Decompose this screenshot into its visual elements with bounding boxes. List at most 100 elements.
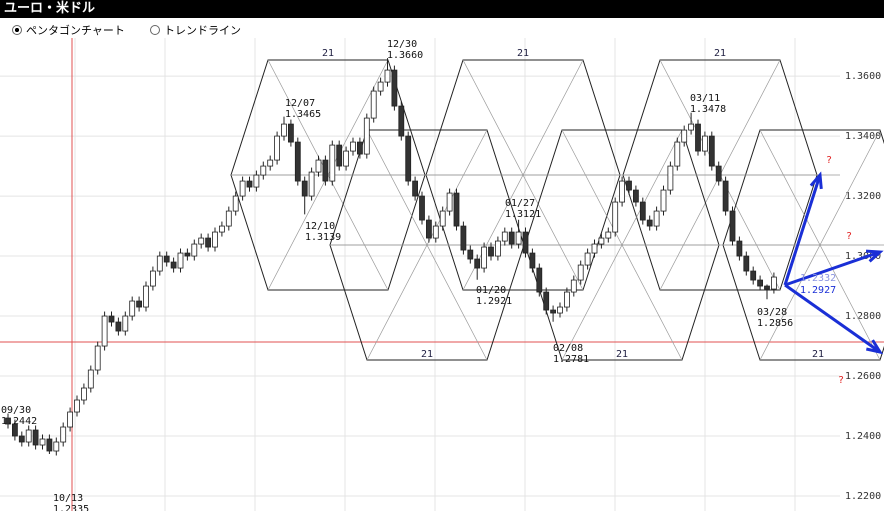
candle-body bbox=[136, 300, 143, 308]
window-title: ユーロ・米ドル bbox=[0, 0, 884, 18]
candle-body bbox=[398, 105, 405, 137]
candle-body bbox=[46, 438, 53, 452]
y-tick-label: 1.2600 bbox=[845, 371, 881, 382]
candle-body bbox=[343, 150, 350, 167]
candle-body bbox=[60, 426, 67, 443]
arrow-head bbox=[865, 249, 884, 263]
candle-body bbox=[239, 180, 246, 197]
annotation-date: 03/28 bbox=[757, 307, 787, 318]
candle-body bbox=[212, 231, 218, 248]
candle-body bbox=[405, 135, 412, 182]
option-label: ペンタゴンチャート bbox=[26, 24, 125, 37]
annotation-date: 10/13 bbox=[53, 493, 83, 504]
candle-body bbox=[653, 210, 660, 227]
annotation-price: 1.2856 bbox=[757, 318, 793, 329]
candle-body bbox=[605, 231, 612, 239]
candle-body bbox=[702, 135, 708, 152]
candle-body bbox=[53, 441, 60, 452]
candle-body bbox=[612, 201, 619, 233]
candle-body bbox=[419, 195, 425, 221]
candle-body bbox=[315, 159, 322, 173]
cycle-label: 21 bbox=[322, 48, 334, 59]
candle-body bbox=[757, 279, 763, 287]
cycle-label: 21 bbox=[517, 48, 529, 59]
annotation-price: 1.2335 bbox=[53, 504, 89, 511]
candle-body bbox=[18, 435, 25, 443]
candle-body bbox=[550, 309, 556, 314]
candle-body bbox=[412, 180, 419, 197]
candle-body bbox=[584, 252, 591, 266]
candle-body bbox=[39, 438, 46, 446]
candle-body bbox=[529, 252, 536, 269]
candle-body bbox=[246, 180, 253, 188]
candle-body bbox=[25, 429, 32, 443]
candle-body bbox=[149, 270, 156, 287]
candle-body bbox=[377, 81, 384, 92]
option-pentagon[interactable]: ペンタゴンチャート bbox=[12, 22, 125, 38]
candle-body bbox=[198, 237, 205, 245]
cycle-label: 21 bbox=[812, 349, 824, 360]
candle-body bbox=[481, 246, 488, 269]
candle-body bbox=[557, 306, 563, 314]
cycle-label: 21 bbox=[714, 48, 726, 59]
option-label: トレンドライン bbox=[164, 24, 241, 37]
arrow-label: 1.2927 bbox=[800, 285, 836, 296]
candle-body bbox=[598, 237, 605, 245]
question-mark: ? bbox=[838, 375, 844, 386]
arrow-label: 1.2332 bbox=[800, 273, 836, 284]
candle-body bbox=[274, 135, 281, 161]
candle-body bbox=[32, 429, 39, 446]
candle-body bbox=[218, 225, 225, 233]
candle-body bbox=[460, 225, 467, 251]
candle-body bbox=[129, 300, 136, 317]
annotation-price: 1.2781 bbox=[553, 354, 589, 365]
candle-body bbox=[494, 240, 501, 257]
candle-body bbox=[432, 225, 439, 239]
candle-body bbox=[294, 141, 301, 182]
candle-body bbox=[101, 315, 108, 347]
candle-body bbox=[446, 192, 453, 212]
candle-body bbox=[660, 189, 667, 212]
candle-body bbox=[260, 165, 267, 176]
arrow-head bbox=[866, 339, 884, 355]
candle-body bbox=[384, 69, 391, 83]
candle-body bbox=[467, 249, 474, 260]
candle-body bbox=[356, 141, 363, 155]
candle-body bbox=[115, 321, 122, 332]
annotation-date: 12/07 bbox=[285, 98, 315, 109]
candle-body bbox=[771, 276, 777, 290]
forecast-arrow bbox=[783, 174, 822, 286]
y-tick-label: 1.2200 bbox=[845, 491, 881, 502]
candle-body bbox=[522, 231, 529, 254]
annotation-price: 1.3465 bbox=[285, 109, 321, 120]
candle-body bbox=[715, 165, 722, 182]
candle-body bbox=[439, 210, 446, 227]
annotation-price: 1.3478 bbox=[690, 104, 726, 115]
candle-body bbox=[350, 141, 356, 152]
candle-body bbox=[708, 135, 715, 167]
candle-body bbox=[336, 144, 343, 167]
candle-body bbox=[108, 315, 115, 323]
candle-body bbox=[322, 159, 329, 182]
annotation-date: 12/10 bbox=[305, 221, 335, 232]
candle-body bbox=[543, 291, 550, 311]
candle-body bbox=[74, 399, 80, 413]
option-trendline[interactable]: トレンドライン bbox=[150, 22, 241, 38]
candle-body bbox=[508, 231, 515, 245]
candle-body bbox=[501, 231, 508, 242]
candle-body bbox=[163, 255, 170, 263]
candle-body bbox=[156, 255, 163, 272]
annotation-price: 1.3139 bbox=[305, 232, 341, 243]
candle-body bbox=[633, 189, 639, 203]
question-mark: ? bbox=[826, 155, 832, 166]
candle-body bbox=[564, 291, 570, 308]
annotation-price: 1.3121 bbox=[505, 209, 541, 220]
candle-body bbox=[667, 165, 674, 191]
cycle-label: 21 bbox=[421, 349, 433, 360]
candle-body bbox=[81, 387, 87, 401]
candle-body bbox=[488, 246, 494, 257]
candle-body bbox=[184, 252, 191, 257]
candle-body bbox=[122, 315, 129, 332]
candle-body bbox=[425, 219, 432, 239]
